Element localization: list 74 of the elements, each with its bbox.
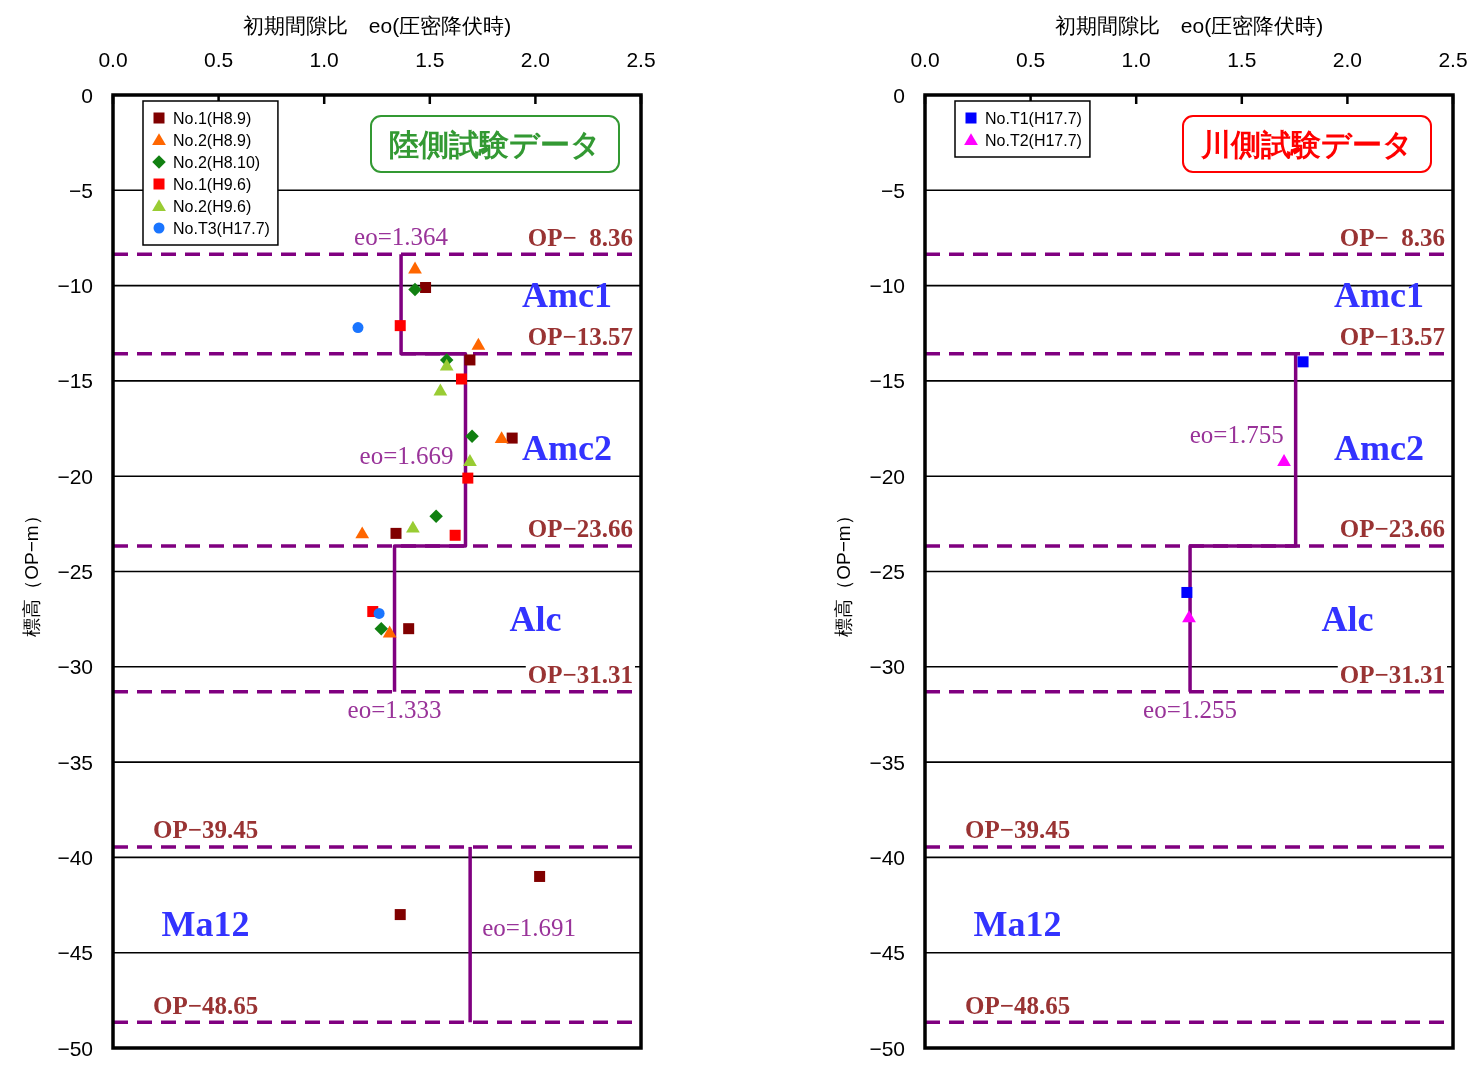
ref-line-label: OP−31.31 (527, 661, 633, 689)
x-tick-label: 0.5 (1016, 47, 1046, 71)
line-label: eo=1.364 (354, 223, 449, 251)
ref-line-label: OP− 8.36 (527, 223, 633, 251)
layer-label: Ma12 (161, 904, 250, 945)
ref-line-label: OP−39.45 (153, 816, 259, 844)
legend-label: No.T1(H17.7) (985, 109, 1082, 127)
y-tick-label: −45 (57, 941, 93, 965)
x-tick-label: 1.5 (415, 47, 445, 71)
legend-label: No.1(H9.6) (173, 175, 252, 193)
y-tick-label: −50 (57, 1036, 93, 1060)
legend-label: No.1(H8.9) (173, 109, 252, 127)
x-tick-label: 1.0 (309, 47, 339, 71)
line-label: eo=1.755 (1189, 420, 1284, 448)
x-tick-label: 2.5 (626, 47, 656, 71)
x-axis-title: 初期間隙比 eo(圧密降伏時) (1054, 13, 1324, 37)
ref-line-label: OP− 8.36 (1339, 223, 1445, 251)
y-tick-label: −5 (69, 178, 93, 202)
ref-line-label: OP−31.31 (1339, 661, 1445, 689)
y-tick-label: −25 (869, 560, 905, 583)
layer-label: Amc1 (522, 275, 613, 316)
y-tick-label: 0 (81, 83, 93, 107)
y-tick-label: −40 (57, 845, 93, 869)
x-tick-label: 2.0 (520, 47, 550, 71)
ref-line-label: OP−13.57 (527, 323, 633, 351)
y-tick-label: 0 (893, 83, 905, 107)
layer-label: Alc (509, 599, 562, 640)
y-tick-label: −35 (57, 750, 93, 774)
legend-label: No.2(H9.6) (173, 197, 252, 215)
x-tick-label: 2.0 (1332, 47, 1362, 71)
y-tick-label: −10 (869, 274, 905, 298)
x-tick-label: 0.0 (910, 47, 940, 71)
layer-label: Ma12 (973, 904, 1062, 945)
line-label: eo=1.255 (1143, 695, 1238, 723)
ref-line-label: OP−48.65 (153, 991, 259, 1019)
ref-line-label: OP−23.66 (1339, 515, 1445, 543)
line-label: eo=1.691 (482, 914, 577, 942)
y-tick-label: −50 (869, 1036, 905, 1060)
y-tick-label: −35 (869, 750, 905, 774)
y-tick-label: −20 (869, 464, 905, 488)
y-tick-label: −25 (57, 560, 93, 583)
line-label: eo=1.333 (347, 695, 442, 723)
legend-label: No.2(H8.9) (173, 131, 252, 149)
layer-label: Amc2 (1334, 427, 1425, 468)
y-axis-title: 標高（OP−m） (20, 506, 42, 637)
y-tick-label: −15 (869, 369, 905, 393)
title: 川側試験データ (1201, 127, 1413, 161)
ref-line-label: OP−23.66 (527, 515, 633, 543)
title: 陸側試験データ (389, 127, 601, 161)
line-label: eo=1.669 (359, 441, 454, 469)
y-tick-label: −30 (869, 655, 905, 679)
layer-label: Amc1 (1334, 275, 1425, 316)
y-tick-label: −45 (869, 941, 905, 965)
x-tick-label: 1.5 (1227, 47, 1257, 71)
ref-line-label: OP−39.45 (965, 816, 1071, 844)
x-tick-label: 2.5 (1438, 47, 1468, 71)
layer-label: Amc2 (522, 427, 613, 468)
ref-line-label: OP−13.57 (1339, 323, 1445, 351)
x-tick-label: 0.5 (204, 47, 234, 71)
legend-label: No.T2(H17.7) (985, 131, 1082, 149)
y-tick-label: −15 (57, 369, 93, 393)
legend-label: No.2(H8.10) (173, 153, 261, 171)
x-axis-title: 初期間隙比 eo(圧密降伏時) (242, 13, 512, 37)
y-axis-title: 標高（OP−m） (832, 506, 854, 637)
y-tick-label: −20 (57, 464, 93, 488)
legend-label: No.T3(H17.7) (173, 219, 270, 237)
x-tick-label: 0.0 (98, 47, 128, 71)
x-tick-label: 1.0 (1121, 47, 1151, 71)
layer-label: Alc (1321, 599, 1374, 640)
y-tick-label: −30 (57, 655, 93, 679)
y-tick-label: −10 (57, 274, 93, 298)
ref-line-label: OP−48.65 (965, 991, 1071, 1019)
y-tick-label: −5 (881, 178, 905, 202)
y-tick-label: −40 (869, 845, 905, 869)
